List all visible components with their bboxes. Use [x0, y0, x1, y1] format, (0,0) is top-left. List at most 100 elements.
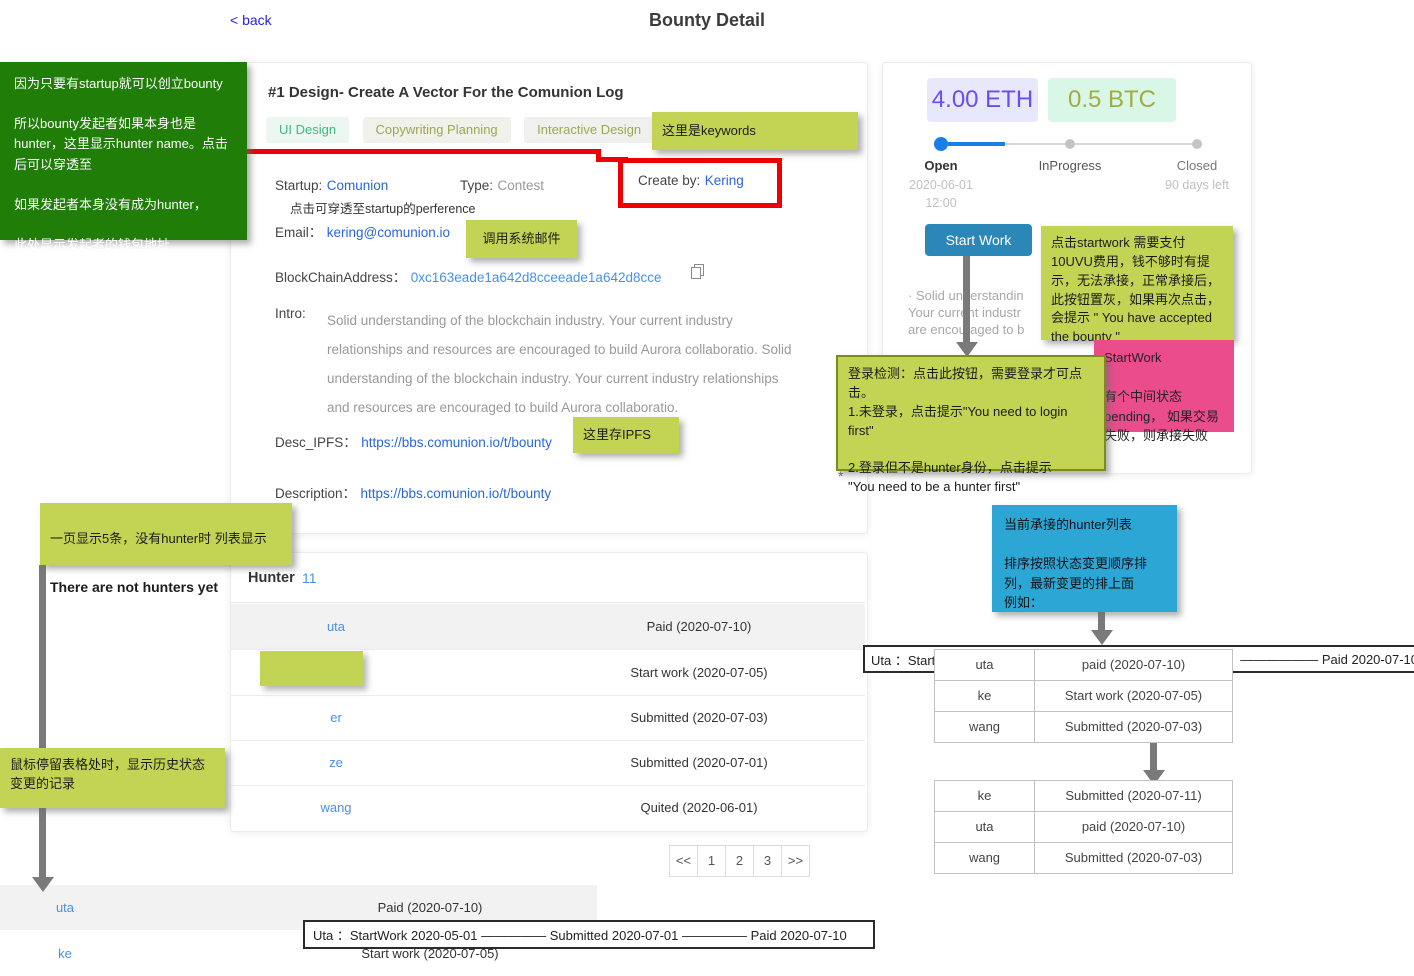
cell-name: uta — [934, 649, 1035, 681]
bounty-title: #1 Design- Create A Vector For the Comun… — [268, 84, 624, 101]
page-3-button[interactable]: 3 — [753, 845, 782, 877]
keywords-note: 这里是keywords — [652, 112, 858, 150]
description-row: Description： https://bbs.comunion.io/t/b… — [275, 482, 551, 503]
intro-line: and resources are encouraged to build Au… — [327, 400, 679, 415]
hunter-count: 11 — [302, 570, 317, 586]
arrow-startwork-head — [956, 342, 978, 357]
creator-label: Create by: — [638, 173, 701, 188]
arrow-startwork-line — [963, 256, 970, 342]
hover-history-note: 鼠标停留表格处时，显示历史状态变更的记录 — [0, 748, 225, 808]
cell-status: Start work (2020-07-05) — [1034, 680, 1233, 712]
ipfs-note: 这里存IPFS — [573, 417, 679, 453]
startwork-fee-note: 点击startwork 需要支付10UVU费用，钱不够时有提示，无法承接，正常承… — [1041, 226, 1233, 344]
hunter-list-note: 当前承接的hunter列表 排序按照状态变更顺序排列，最新变更的排上面 例如： — [992, 505, 1177, 612]
btc-reward-badge: 0.5 BTC — [1048, 78, 1176, 122]
step-dot-open — [934, 137, 948, 151]
creator-annotation-note: 因为只要有startup就可以创立bounty 所以bounty发起者如果本身也… — [0, 62, 247, 252]
tooltip-right-text: —————— Paid 2020-07-10 — [1240, 651, 1414, 667]
cell-status: Submitted (2020-07-03) — [1034, 711, 1233, 743]
hunter-name-link[interactable]: er — [330, 710, 342, 725]
type-label: Type: — [460, 178, 494, 193]
startup-perference-note: 点击可穿透至startup的perference — [290, 202, 476, 216]
intro-text: Solid understanding of the blockchain in… — [327, 306, 827, 422]
annotation-arrow-head — [32, 877, 54, 892]
creator-link[interactable]: Kering — [704, 173, 744, 188]
name-highlight-blob — [260, 651, 363, 686]
blockchain-label: BlockChainAddress： — [275, 270, 407, 285]
pending-state-note: StartWork 有个中间状态 pending， 如果交易失败，则承接失败 — [1094, 340, 1234, 443]
hunterlist-arrow-head — [1091, 630, 1113, 645]
keyword-tags: UI Design Copywriting Planning Interacti… — [266, 117, 663, 143]
intro-line: Solid understanding of the blockchain in… — [327, 313, 733, 328]
page-prev-button[interactable]: << — [669, 845, 698, 877]
table-row[interactable]: ze Submitted (2020-07-01) — [231, 740, 865, 786]
intro-line: understanding of the blockchain industry… — [327, 371, 779, 386]
progress-line — [1005, 143, 1065, 145]
hunterlist-arrow-line — [1098, 612, 1105, 630]
pagination: << 1 2 3 >> — [669, 845, 810, 877]
page-next-button[interactable]: >> — [781, 845, 810, 877]
page-size-note: 一页显示5条，没有hunter时 列表显示 There are not hunt… — [40, 503, 292, 595]
startup-row: Startup: Comunion — [275, 177, 388, 195]
cell-status: Submitted (2020-07-03) — [1034, 842, 1233, 874]
divider — [231, 602, 865, 603]
hunter-name-link[interactable]: wang — [320, 800, 352, 815]
table-row[interactable]: uta Paid (2020-07-10) — [231, 604, 865, 650]
ipfs-row: Desc_IPFS： https://bbs.comunion.io/t/bou… — [275, 431, 552, 452]
description-link[interactable]: https://bbs.comunion.io/t/bounty — [360, 486, 552, 501]
back-link[interactable]: < back — [230, 12, 272, 28]
tag-interactive-design[interactable]: Interactive Design — [524, 117, 655, 143]
copy-icon[interactable] — [691, 264, 704, 279]
red-line-step — [596, 149, 601, 162]
intro-line: relationships and resources are encourag… — [327, 342, 792, 357]
hunter-name-link[interactable]: ke — [58, 946, 72, 961]
ipfs-link[interactable]: https://bbs.comunion.io/t/bounty — [361, 435, 552, 450]
blockchain-address[interactable]: 0xc163eade1a642d8cceeade1a642d8cce — [410, 270, 662, 285]
table-row[interactable]: er Submitted (2020-07-03) — [231, 695, 865, 741]
table-row[interactable]: Start work (2020-07-05) — [231, 650, 865, 696]
page-2-button[interactable]: 2 — [725, 845, 754, 877]
start-work-button[interactable]: Start Work — [925, 224, 1032, 256]
tag-ui-design[interactable]: UI Design — [266, 117, 350, 143]
cell-status: paid (2020-07-10) — [1034, 649, 1233, 681]
email-row: Email： kering@comunion.io — [275, 221, 450, 242]
cell-name: wang — [934, 842, 1035, 874]
progress-line — [1075, 143, 1192, 145]
email-note: 调用系统邮件 — [466, 220, 577, 258]
eth-reward-badge: 4.00 ETH — [927, 78, 1038, 122]
blockchain-row: BlockChainAddress： 0xc163eade1a642d8ccee… — [275, 266, 662, 287]
description-label: Description： — [275, 486, 357, 501]
hunter-status: Quited (2020-06-01) — [640, 800, 758, 815]
step-dot-inprogress — [1065, 139, 1075, 149]
startup-link[interactable]: Comunion — [326, 178, 389, 193]
annotation-arrow-line — [39, 565, 46, 877]
hunter-status: Start work (2020-07-05) — [630, 665, 768, 680]
page-size-note-line1: 一页显示5条，没有hunter时 列表显示 — [50, 530, 267, 546]
red-line-step2 — [596, 157, 628, 162]
tag-copywriting-planning[interactable]: Copywriting Planning — [362, 117, 511, 143]
open-time: 12:00 — [925, 196, 957, 210]
page-1-button[interactable]: 1 — [697, 845, 726, 877]
hunter-name-link[interactable]: uta — [326, 619, 346, 634]
table-row[interactable]: wang Quited (2020-06-01) — [231, 785, 865, 830]
step-label-closed: Closed — [1176, 158, 1218, 173]
cell-status: Submitted (2020-07-11) — [1034, 780, 1233, 812]
hunter-header-label: Hunter — [248, 570, 295, 586]
email-label: Email： — [275, 225, 323, 240]
tooltip-left-text: Uta ：StartW — [871, 652, 948, 668]
status-table-2: ke Submitted (2020-07-11) uta paid (2020… — [934, 780, 1233, 874]
tables-arrow-line — [1150, 742, 1157, 770]
intro-label: Intro: — [275, 306, 306, 321]
step-dot-closed — [1192, 139, 1202, 149]
email-link[interactable]: kering@comunion.io — [326, 225, 450, 240]
cell-name: ke — [934, 780, 1035, 812]
hunter-name-link[interactable]: uta — [55, 900, 75, 915]
creator-red-box — [618, 158, 782, 208]
cell-name: ke — [934, 680, 1035, 712]
hunter-status: Submitted (2020-07-01) — [630, 755, 768, 770]
hunter-name-link[interactable]: ze — [329, 755, 343, 770]
hunter-status: Paid (2020-07-10) — [646, 619, 752, 634]
asterisk-mark: * — [838, 468, 844, 484]
type-value: Contest — [497, 178, 545, 193]
cell-name: uta — [934, 811, 1035, 843]
